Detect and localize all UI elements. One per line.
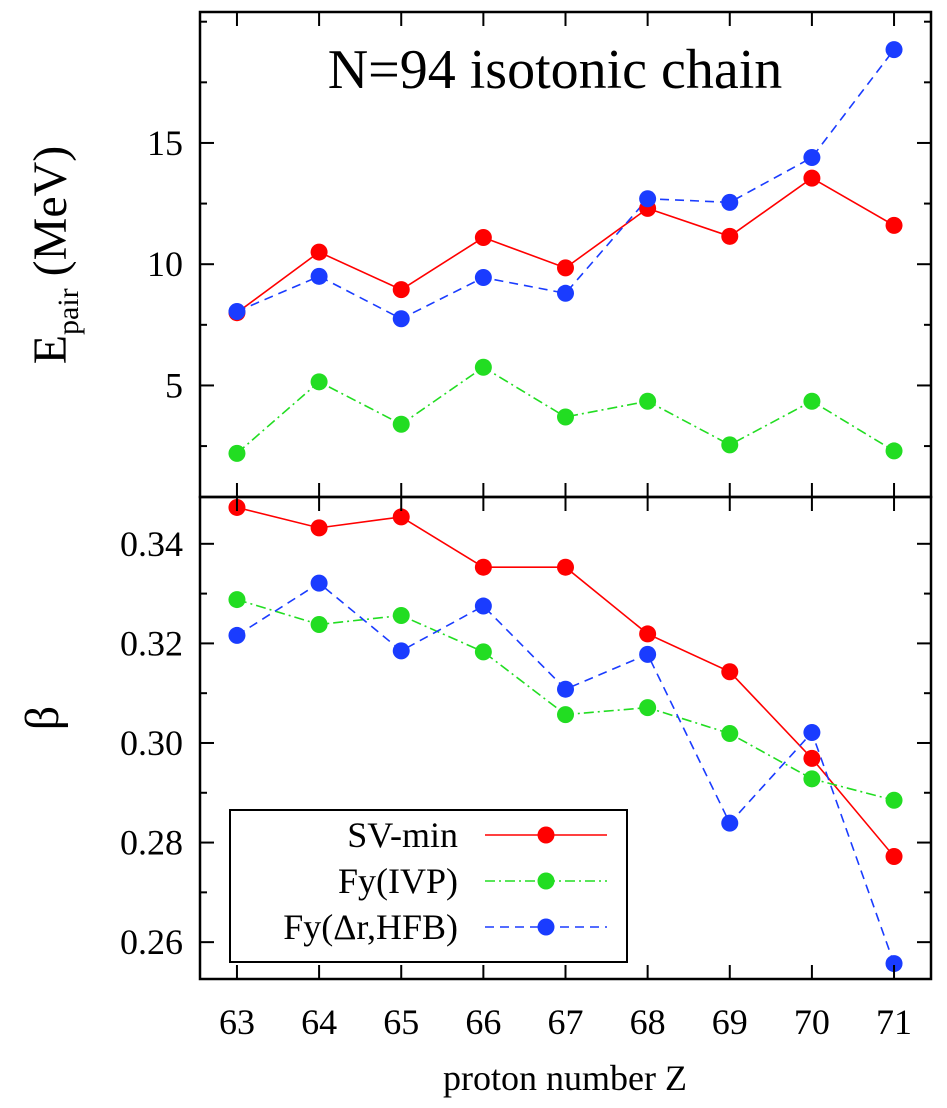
data-point-fy-r-hfb-bottom	[310, 574, 328, 592]
y-tick-label-top: 5	[165, 365, 183, 405]
y-tick-label-bottom: 0.28	[120, 823, 183, 863]
data-point-fy-ivp-bottom	[803, 770, 821, 788]
bottom-panel: 0.26 0.28 0.30 0.32 0.34 β	[16, 495, 933, 981]
top-y-axis-title: Epair (MeV)	[24, 146, 85, 365]
data-point-fy-ivp-top	[392, 415, 410, 433]
top-tick-layer: 5 10 15	[147, 12, 931, 497]
data-point-sv-min-top	[392, 281, 410, 299]
data-point-fy-ivp-bottom	[392, 607, 410, 625]
data-point-fy-r-hfb-top	[310, 267, 328, 285]
data-point-sv-min-bottom	[885, 848, 903, 866]
data-point-fy-r-hfb-top	[392, 310, 410, 328]
y-tick-label-bottom: 0.32	[120, 623, 183, 663]
data-point-fy-ivp-bottom	[228, 591, 246, 609]
y-tick-label-bottom: 0.34	[120, 524, 183, 564]
bottom-tick-layer: 0.26 0.28 0.30 0.32 0.34	[120, 497, 931, 979]
data-point-sv-min-bottom	[310, 519, 328, 537]
legend-marker-sv-min	[537, 826, 555, 844]
data-point-fy-ivp-bottom	[310, 615, 328, 633]
data-point-fy-r-hfb-top	[557, 284, 574, 302]
top-y-axis-title-sub: pair	[52, 288, 85, 335]
x-axis-title: proton number Z	[443, 1058, 687, 1098]
data-point-fy-r-hfb-bottom	[474, 597, 492, 615]
data-point-fy-ivp-top	[557, 408, 574, 426]
bottom-plot-frame	[198, 495, 933, 981]
data-point-fy-ivp-bottom	[557, 706, 574, 724]
data-point-fy-r-hfb-bottom	[639, 645, 657, 663]
data-point-fy-r-hfb-bottom	[228, 626, 246, 644]
data-point-sv-min-top	[721, 227, 739, 245]
data-point-fy-r-hfb-top	[639, 190, 657, 208]
data-point-fy-ivp-bottom	[721, 725, 739, 743]
data-point-sv-min-bottom	[474, 558, 492, 576]
data-point-fy-r-hfb-bottom	[721, 814, 739, 832]
bottom-y-axis-title: β	[16, 706, 69, 730]
data-point-fy-ivp-top	[885, 442, 903, 460]
x-tick-label: 64	[301, 1002, 337, 1042]
data-point-fy-ivp-bottom	[474, 643, 492, 661]
chart-title: N=94 isotonic chain	[328, 39, 783, 101]
series-line-fy-r-hfb-top	[236, 49, 895, 320]
legend-label-sv-min: SV-min	[347, 815, 458, 855]
data-point-fy-ivp-top	[803, 392, 821, 410]
legend-marker-fy-r-hfb	[537, 918, 555, 936]
data-point-fy-ivp-top	[228, 444, 246, 462]
x-tick-label: 70	[794, 1002, 830, 1042]
x-tick-label: 71	[876, 1002, 912, 1042]
data-point-sv-min-bottom	[557, 558, 574, 576]
data-point-fy-r-hfb-top	[721, 193, 739, 211]
data-point-fy-r-hfb-top	[885, 41, 903, 59]
data-point-sv-min-top	[803, 169, 821, 187]
series-line-fy-ivp-bottom	[236, 598, 895, 802]
data-point-fy-ivp-top	[474, 358, 492, 376]
x-tick-label: 69	[712, 1002, 748, 1042]
data-point-fy-r-hfb-bottom	[885, 955, 903, 973]
data-point-fy-ivp-bottom	[639, 699, 657, 717]
data-point-sv-min-bottom	[721, 663, 739, 681]
top-panel: 5 10 15 N=94 isotonic chain Epair (MeV)	[24, 10, 933, 499]
x-tick-label-layer: 63 64 65 66 67 68 69 70 71	[219, 1002, 912, 1042]
x-tick-label: 68	[630, 1002, 666, 1042]
legend: SV-min Fy(IVP) Fy(Δr,HFB)	[229, 809, 628, 963]
top-y-axis-title-unit: (MeV)	[24, 146, 77, 289]
data-point-sv-min-bottom	[639, 625, 657, 643]
y-tick-label-bottom: 0.30	[120, 723, 183, 763]
data-point-sv-min-bottom	[392, 508, 410, 526]
legend-label-fy-r-hfb: Fy(Δr,HFB)	[283, 907, 458, 947]
x-tick-label: 66	[465, 1002, 501, 1042]
series-line-fy-r-hfb-bottom	[236, 582, 895, 964]
data-point-sv-min-top	[310, 243, 328, 261]
x-tick-label: 63	[219, 1002, 255, 1042]
data-point-sv-min-top	[885, 216, 903, 234]
x-tick-label: 65	[383, 1002, 419, 1042]
data-point-fy-r-hfb-top	[803, 149, 821, 166]
data-point-fy-r-hfb-bottom	[803, 724, 821, 742]
x-tick-label: 67	[548, 1002, 584, 1042]
data-point-fy-ivp-bottom	[885, 791, 903, 809]
legend-entries: SV-min Fy(IVP) Fy(Δr,HFB)	[283, 815, 607, 947]
data-point-fy-ivp-top	[639, 392, 657, 410]
data-point-sv-min-top	[474, 229, 492, 247]
data-point-sv-min-bottom	[803, 749, 821, 767]
data-point-fy-ivp-top	[310, 373, 328, 391]
legend-label-fy-ivp: Fy(IVP)	[338, 861, 458, 901]
data-point-fy-ivp-top	[721, 436, 739, 454]
data-point-fy-r-hfb-top	[474, 269, 492, 287]
data-point-fy-r-hfb-bottom	[392, 642, 410, 660]
top-series-layer	[228, 41, 903, 462]
data-point-sv-min-top	[557, 259, 574, 277]
data-point-fy-r-hfb-top	[228, 302, 246, 320]
top-y-axis-title-main: E	[24, 335, 77, 364]
bottom-series-layer	[228, 498, 903, 973]
y-tick-label-top: 10	[147, 244, 183, 284]
y-tick-label-top: 15	[147, 123, 183, 163]
y-tick-label-bottom: 0.26	[120, 922, 183, 962]
legend-marker-fy-ivp	[537, 872, 555, 890]
data-point-fy-r-hfb-bottom	[557, 680, 574, 698]
